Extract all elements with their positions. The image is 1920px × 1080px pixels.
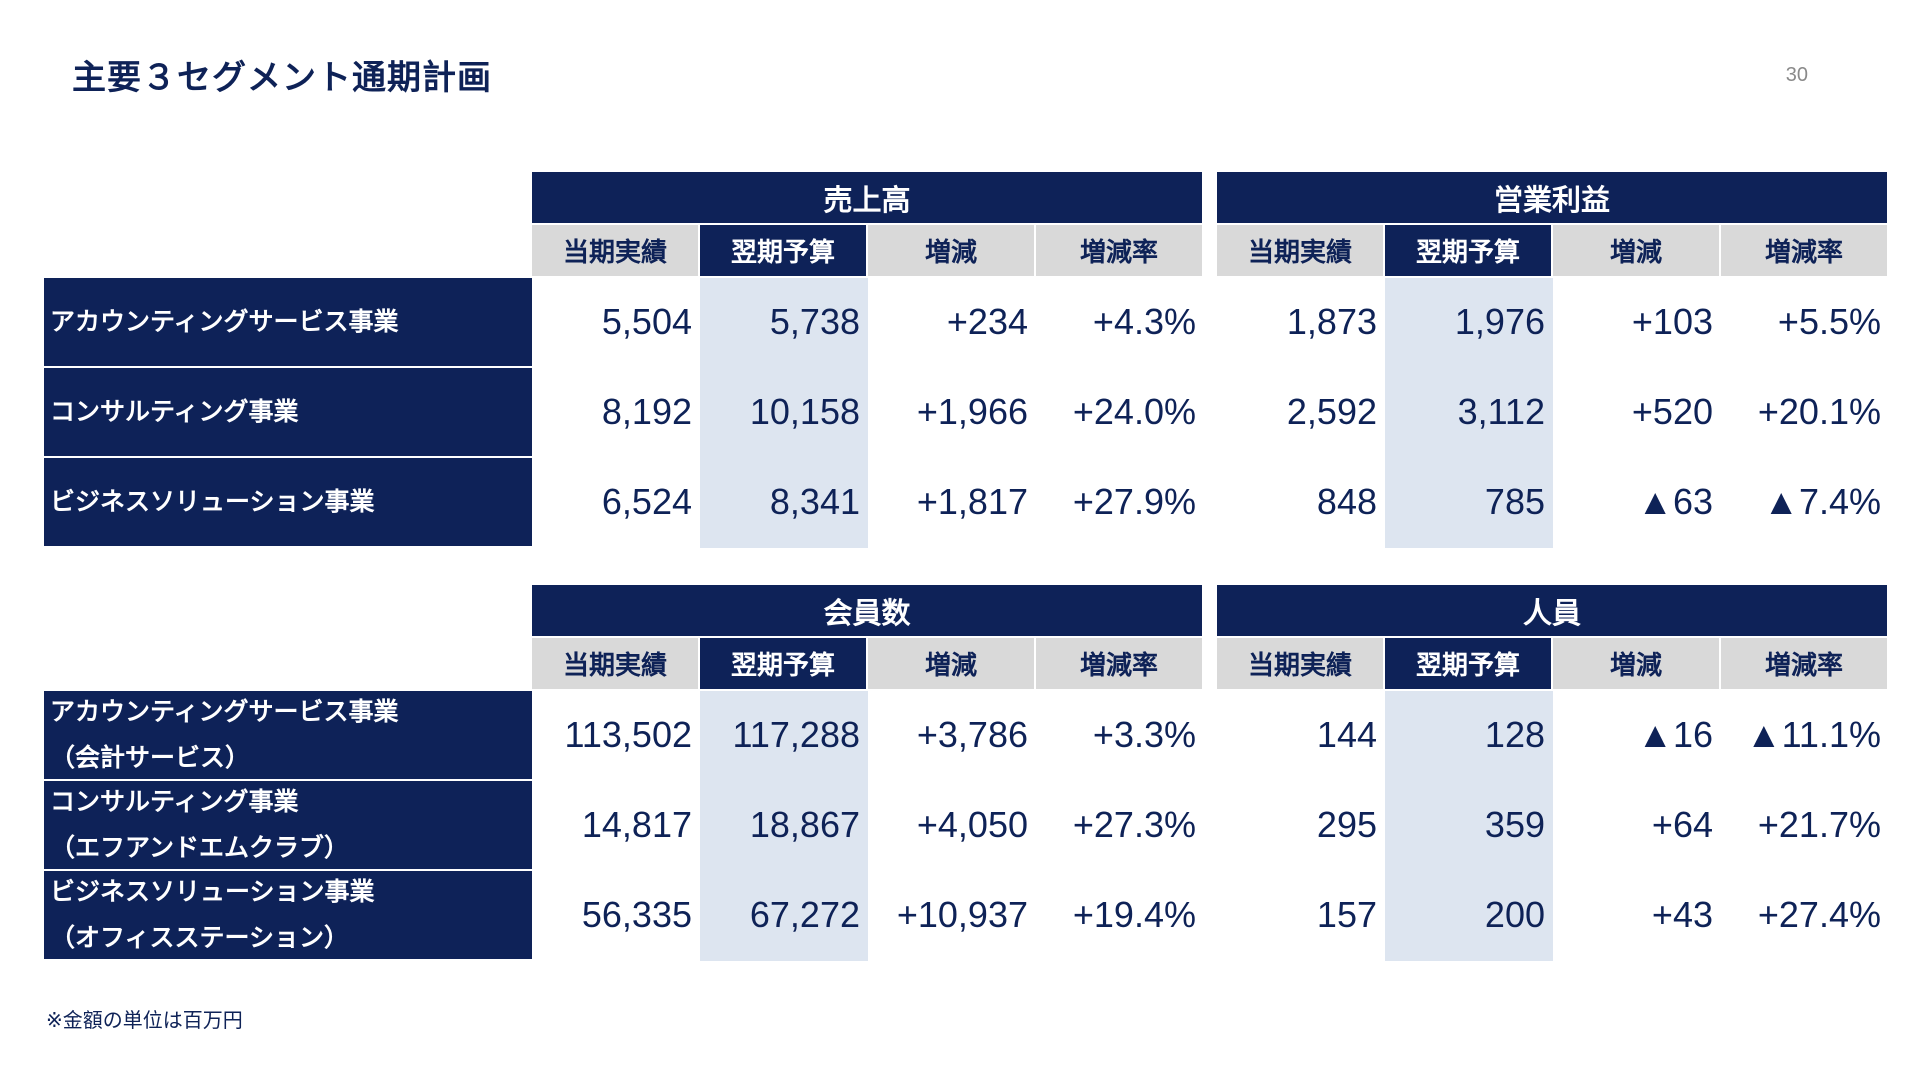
value-cell: ▲63 xyxy=(1637,481,1713,522)
row-label-text: コンサルティング事業 xyxy=(50,397,299,426)
value-cell: 10,158 xyxy=(749,391,860,432)
value-cell: 785 xyxy=(1484,481,1545,522)
value-cell: 359 xyxy=(1484,804,1545,845)
row-label: アカウンティングサービス事業 （会計サービス） xyxy=(44,691,532,779)
value-cell: 128 xyxy=(1484,714,1545,755)
col-header-change: 増減 xyxy=(1553,638,1719,689)
group-header-staff: 人員 xyxy=(1217,585,1887,636)
value-cell: 18,867 xyxy=(749,804,860,845)
group-header-members: 会員数 xyxy=(532,585,1202,636)
col-header-change: 増減 xyxy=(868,225,1034,276)
row-label: ビジネスソリューション事業 （オフィスステーション） xyxy=(44,871,532,959)
budget-highlight xyxy=(700,691,868,961)
value-cell: 295 xyxy=(1316,804,1377,845)
value-cell: 3,112 xyxy=(1457,391,1545,432)
table-row: アカウンティングサービス事業 5,504 5,738 +234 +4.3% 1,… xyxy=(44,278,1887,366)
value-cell: 157 xyxy=(1316,894,1377,935)
col-header-budget: 翌期予算 xyxy=(700,225,866,276)
col-header-actual: 当期実績 xyxy=(532,225,698,276)
col-header-change-rate: 増減率 xyxy=(1036,638,1202,689)
value-cell: 144 xyxy=(1316,714,1377,755)
value-cell: +27.9% xyxy=(1072,481,1196,522)
col-header-change-rate: 増減率 xyxy=(1721,638,1887,689)
col-header-budget: 翌期予算 xyxy=(700,638,866,689)
row-label: アカウンティングサービス事業 xyxy=(44,278,532,366)
value-cell: 5,504 xyxy=(601,301,692,342)
value-cell: ▲11.1% xyxy=(1745,714,1881,755)
value-cell: 6,524 xyxy=(601,481,692,522)
col-header-change-rate: 増減率 xyxy=(1721,225,1887,276)
group-header-sales: 売上高 xyxy=(532,172,1202,223)
value-cell: 14,817 xyxy=(581,804,692,845)
value-cell: 8,192 xyxy=(601,391,692,432)
col-header-budget: 翌期予算 xyxy=(1385,225,1551,276)
budget-highlight xyxy=(700,278,868,548)
col-header-change: 増減 xyxy=(1553,225,1719,276)
row-label-text: ビジネスソリューション事業 xyxy=(50,487,375,516)
row-label: コンサルティング事業 xyxy=(44,368,532,456)
col-header-actual: 当期実績 xyxy=(1217,225,1383,276)
value-cell: +3.3% xyxy=(1092,714,1196,755)
value-cell: +234 xyxy=(946,301,1028,342)
value-cell: 5,738 xyxy=(769,301,860,342)
value-cell: +3,786 xyxy=(916,714,1028,755)
row-label-text: ビジネスソリューション事業 xyxy=(50,877,375,906)
value-cell: 200 xyxy=(1484,894,1545,935)
value-cell: +27.3% xyxy=(1072,804,1196,845)
value-cell: +21.7% xyxy=(1757,804,1881,845)
col-header-change-rate: 増減率 xyxy=(1036,225,1202,276)
table-row: アカウンティングサービス事業 （会計サービス） 113,502 117,288 … xyxy=(44,691,1887,779)
value-cell: ▲7.4% xyxy=(1763,481,1881,522)
value-cell: +103 xyxy=(1631,301,1713,342)
value-cell: +5.5% xyxy=(1777,301,1881,342)
value-cell: +4.3% xyxy=(1092,301,1196,342)
value-cell: +43 xyxy=(1651,894,1713,935)
value-cell: 2,592 xyxy=(1286,391,1377,432)
value-cell: +1,817 xyxy=(916,481,1028,522)
table-row: ビジネスソリューション事業 6,524 8,341 +1,817 +27.9% … xyxy=(44,458,1887,546)
table-row: コンサルティング事業 （エフアンドエムクラブ） 14,817 18,867 +4… xyxy=(44,781,1887,869)
value-cell: +24.0% xyxy=(1072,391,1196,432)
value-cell: 67,272 xyxy=(749,894,860,935)
table-row: ビジネスソリューション事業 （オフィスステーション） 56,335 67,272… xyxy=(44,871,1887,959)
col-header-change: 増減 xyxy=(868,638,1034,689)
col-header-budget: 翌期予算 xyxy=(1385,638,1551,689)
row-label-subtext: （エフアンドエムクラブ） xyxy=(50,833,350,862)
col-header-actual: 当期実績 xyxy=(1217,638,1383,689)
value-cell: ▲16 xyxy=(1637,714,1713,755)
value-cell: +4,050 xyxy=(916,804,1028,845)
row-label-text: アカウンティングサービス事業 xyxy=(50,307,399,336)
value-cell: +1,966 xyxy=(916,391,1028,432)
row-label-subtext: （オフィスステーション） xyxy=(50,923,350,952)
value-cell: +19.4% xyxy=(1072,894,1196,935)
row-label: コンサルティング事業 （エフアンドエムクラブ） xyxy=(44,781,532,869)
footnote: ※金額の単位は百万円 xyxy=(46,1008,243,1032)
value-cell: +10,937 xyxy=(896,894,1028,935)
budget-highlight xyxy=(1385,691,1553,961)
group-header-operating-profit: 営業利益 xyxy=(1217,172,1887,223)
col-header-actual: 当期実績 xyxy=(532,638,698,689)
page-number: 30 xyxy=(1785,64,1808,86)
value-cell: 1,976 xyxy=(1454,301,1545,342)
value-cell: 8,341 xyxy=(769,481,860,522)
value-cell: 117,288 xyxy=(732,714,860,755)
value-cell: +520 xyxy=(1631,391,1713,432)
table-row: コンサルティング事業 8,192 10,158 +1,966 +24.0% 2,… xyxy=(44,368,1887,456)
value-cell: 56,335 xyxy=(581,894,692,935)
value-cell: 113,502 xyxy=(564,714,692,755)
value-cell: +20.1% xyxy=(1757,391,1881,432)
row-label-text: アカウンティングサービス事業 xyxy=(50,697,399,726)
row-label-text: コンサルティング事業 xyxy=(50,787,299,816)
value-cell: +64 xyxy=(1651,804,1713,845)
budget-highlight xyxy=(1385,278,1553,548)
page-title: 主要３セグメント通期計画 xyxy=(72,58,492,98)
value-cell: +27.4% xyxy=(1757,894,1881,935)
value-cell: 1,873 xyxy=(1286,301,1377,342)
row-label: ビジネスソリューション事業 xyxy=(44,458,532,546)
row-label-subtext: （会計サービス） xyxy=(50,743,251,772)
value-cell: 848 xyxy=(1316,481,1377,522)
